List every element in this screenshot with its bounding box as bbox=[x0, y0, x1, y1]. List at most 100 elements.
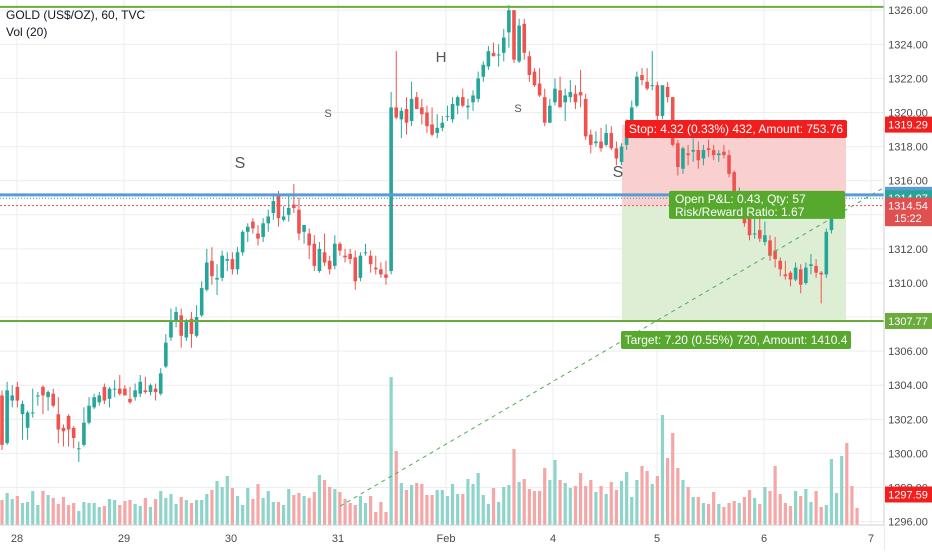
candle-body bbox=[205, 262, 209, 290]
candle-body bbox=[778, 260, 783, 270]
volume-bar bbox=[456, 494, 460, 525]
volume-bar bbox=[415, 483, 419, 525]
rr-text: Risk/Reward Ratio: 1.67 bbox=[675, 205, 805, 219]
volume-bar bbox=[56, 504, 60, 525]
candle-body bbox=[25, 412, 30, 428]
candle-body bbox=[445, 115, 450, 117]
price-label-stop: 1319.29 bbox=[888, 120, 928, 132]
candle-body bbox=[312, 243, 317, 266]
candle-body bbox=[210, 260, 214, 277]
candle-body bbox=[537, 83, 542, 96]
target-zone bbox=[622, 205, 846, 321]
target-label-bg bbox=[621, 331, 851, 349]
stop-label: Stop: 4.32 (0.33%) 432, Amount: 753.76 bbox=[629, 122, 843, 136]
volume-bar bbox=[20, 503, 25, 525]
volume-bar bbox=[768, 491, 772, 525]
volume-bar bbox=[834, 493, 839, 525]
volume-bar bbox=[829, 459, 834, 525]
volume-bar bbox=[194, 500, 199, 525]
pattern-label: S bbox=[324, 108, 331, 120]
time-tick-label: 31 bbox=[332, 533, 344, 545]
candle-body bbox=[404, 109, 409, 123]
candle-body bbox=[87, 405, 91, 423]
volume-bar bbox=[604, 494, 608, 525]
volume-bar bbox=[82, 502, 86, 525]
volume-bar bbox=[599, 486, 603, 525]
candle-body bbox=[338, 243, 342, 251]
volume-bar bbox=[179, 497, 183, 525]
volume-bar bbox=[701, 503, 706, 525]
volume-bar bbox=[72, 503, 76, 525]
candle-body bbox=[589, 134, 593, 145]
candle-body bbox=[701, 150, 706, 159]
candle-body bbox=[435, 127, 439, 133]
volume-bar bbox=[430, 495, 434, 525]
candle-body bbox=[640, 75, 644, 81]
volume-bar bbox=[737, 503, 741, 525]
candle-body bbox=[297, 209, 301, 234]
candle-body bbox=[614, 148, 619, 159]
candle-body bbox=[466, 105, 470, 108]
candle-body bbox=[215, 277, 219, 280]
candle-body bbox=[56, 414, 61, 430]
candle-body bbox=[302, 225, 306, 232]
candle-body bbox=[655, 85, 660, 116]
volume-bar bbox=[850, 486, 854, 525]
candle-body bbox=[491, 52, 496, 57]
volume-bar bbox=[246, 488, 250, 525]
candle-body bbox=[112, 388, 117, 390]
candle-body bbox=[773, 250, 777, 260]
candle-body bbox=[594, 141, 598, 144]
candle-body bbox=[184, 320, 189, 338]
volume-bar bbox=[650, 484, 654, 525]
volume-bar bbox=[92, 503, 96, 525]
candle-body bbox=[619, 146, 624, 162]
volume-bar bbox=[732, 501, 736, 525]
volume-bar bbox=[747, 490, 752, 525]
volume-bar bbox=[215, 481, 219, 525]
price-tick-label: 1312.00 bbox=[888, 244, 928, 256]
price-axis[interactable]: 1296.001298.001300.001302.001304.001306.… bbox=[883, 0, 932, 550]
volume-bar bbox=[322, 480, 327, 525]
volume-bar bbox=[312, 492, 316, 525]
volume-bar bbox=[630, 497, 634, 525]
volume-bar bbox=[317, 475, 322, 525]
volume-bar bbox=[66, 505, 71, 525]
volume-bar bbox=[51, 498, 55, 525]
price-tick-label: 1324.00 bbox=[888, 39, 928, 51]
volume-bar bbox=[773, 466, 777, 525]
time-axis[interactable]: 28 29 30 31 Feb 4 5 6 7 bbox=[0, 524, 884, 550]
candle-body bbox=[430, 124, 434, 135]
volume-bar bbox=[384, 512, 388, 525]
candle-body bbox=[15, 386, 20, 401]
candle-body bbox=[348, 253, 352, 260]
candle-body bbox=[763, 235, 767, 243]
candle-body bbox=[363, 252, 368, 254]
candle-body bbox=[604, 132, 608, 145]
volume-bar bbox=[353, 505, 357, 525]
volume-bar bbox=[635, 480, 639, 525]
candle-body bbox=[225, 259, 230, 261]
volume-bar bbox=[338, 492, 342, 525]
candle-body bbox=[194, 317, 199, 336]
volume-bar bbox=[742, 497, 746, 525]
price-label-level: 1297.59 bbox=[888, 489, 928, 501]
candle-body bbox=[809, 264, 813, 266]
candle-body bbox=[409, 98, 414, 122]
volume-bar bbox=[118, 505, 122, 525]
volume-bar bbox=[374, 512, 378, 525]
pnl-text: Open P&L: 0.43, Qty: 57 bbox=[675, 192, 806, 206]
candle-body bbox=[804, 267, 808, 283]
candle-body bbox=[389, 107, 393, 272]
volume-bar bbox=[799, 496, 803, 525]
candle-body bbox=[573, 93, 578, 103]
candle-body bbox=[266, 216, 271, 224]
candle-body bbox=[783, 274, 788, 277]
volume-bar bbox=[855, 508, 859, 525]
candle-body bbox=[691, 150, 695, 152]
volume-bar bbox=[763, 487, 767, 525]
volume-bar bbox=[343, 499, 347, 525]
symbol-title: GOLD (US$/OZ), 60, TVC bbox=[6, 8, 146, 22]
